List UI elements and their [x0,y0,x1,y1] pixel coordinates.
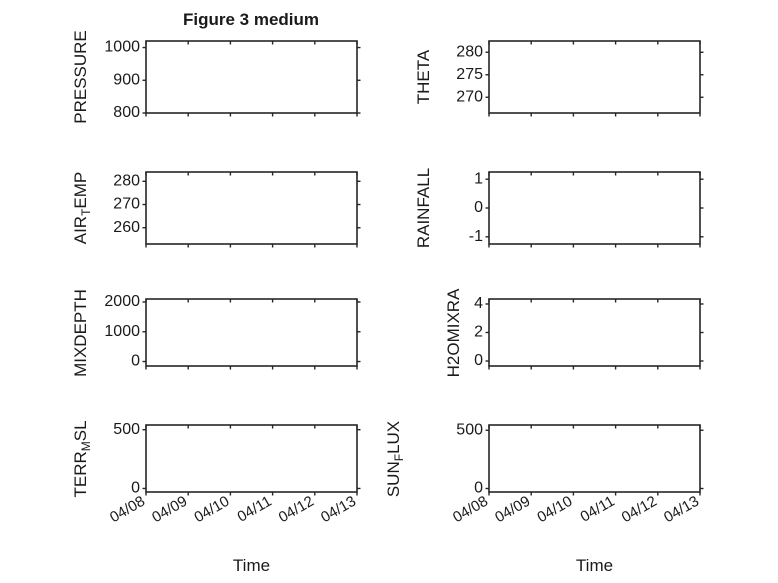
y-tick-label: 0 [474,352,483,369]
y-tick-label: 4 [474,295,483,312]
axes-box [488,171,701,245]
subplot-top-right: 270 275 280 THETA [414,40,704,117]
y-tick-label: 0 [474,199,483,216]
y-tick-label: 900 [113,72,140,89]
subplot-mid-upper-right: -1 0 1 RAINFALL [414,168,704,248]
tick-marks [485,299,704,370]
y-tick-label: 0 [474,480,483,497]
y-tick-label: 280 [113,173,140,190]
y-axis-label: TERRMSL [71,420,93,497]
axes-box [488,424,701,493]
tick-marks [485,425,704,496]
y-axis-label: AIRTEMP [71,172,93,245]
y-tick-label: 1000 [104,323,140,340]
y-axis-label: SUNFLUX [384,421,406,497]
x-axis-label: Time [576,556,613,575]
y-tick-label: -1 [469,228,483,245]
subplot-top-left: 800 900 1000 PRESSURE [71,30,361,124]
axes-box [145,424,358,493]
y-tick-label: 1 [474,170,483,187]
y-axis-label: THETA [414,49,433,104]
subplot-mid-upper-left: 260 270 280 AIRTEMP [71,171,361,248]
y-tick-label: 0 [131,480,140,497]
tick-marks [142,425,361,496]
tick-marks [142,299,361,370]
y-tick-label: 1000 [104,39,140,56]
y-tick-label: 260 [113,219,140,236]
axes-box [145,171,358,245]
y-tick-label: 500 [113,421,140,438]
subplot-mid-lower-right: 0 2 4 H2OMIXRA [444,288,704,377]
x-axis-label: Time [233,556,270,575]
y-tick-label: 800 [113,104,140,121]
y-tick-label: 270 [113,196,140,213]
tick-marks [485,41,704,117]
y-axis-label: MIXDEPTH [71,289,90,377]
axes-box [145,298,358,367]
tick-marks [485,172,704,248]
y-tick-label: 2000 [104,293,140,310]
axes-box [488,298,701,367]
figure-title: Figure 3 medium [183,10,319,29]
y-tick-label: 500 [456,421,483,438]
y-tick-label: 280 [456,44,483,61]
tick-marks [142,41,361,117]
tick-marks [142,172,361,248]
y-axis-label: RAINFALL [414,168,433,248]
axes-box [488,40,701,114]
axes-box [145,40,358,114]
y-tick-label: 275 [456,66,483,83]
y-axis-label: PRESSURE [71,30,90,124]
subplot-mid-lower-left: 0 1000 2000 MIXDEPTH [71,289,361,377]
y-tick-label: 2 [474,324,483,341]
y-tick-label: 0 [131,353,140,370]
y-tick-label: 270 [456,89,483,106]
y-axis-label: H2OMIXRA [444,288,463,377]
